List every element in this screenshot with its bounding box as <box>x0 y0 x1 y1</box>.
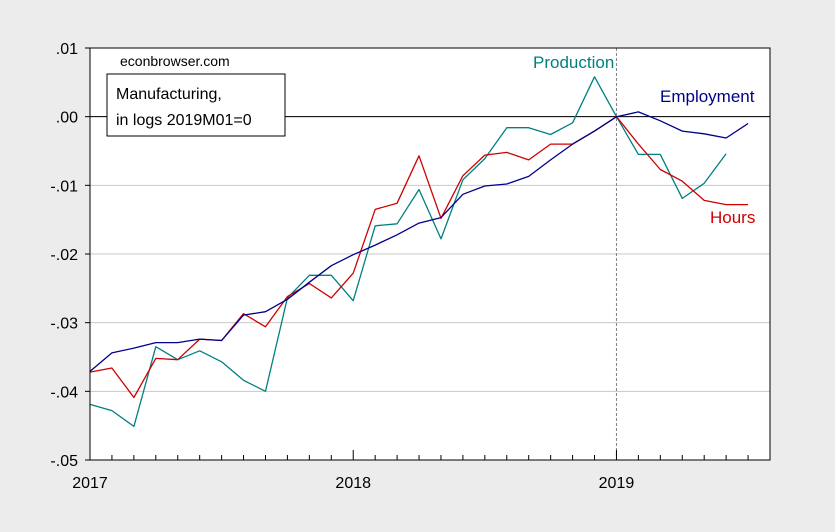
chart: .01.00-.01-.02-.03-.04-.05 2017 2018 2019 … <box>0 0 835 532</box>
x-axis: 2017 2018 2019 <box>72 475 634 492</box>
x-tick-label: 2017 <box>72 475 108 492</box>
note-line-2: in logs 2019M01=0 <box>116 112 252 129</box>
note-line-1: Manufacturing, <box>116 86 222 103</box>
series-label-production: Production <box>533 53 614 72</box>
y-tick-label: -.04 <box>50 384 78 401</box>
watermark: econbrowser.com <box>120 53 230 69</box>
y-tick-label: .01 <box>56 41 78 58</box>
y-tick-label: -.03 <box>50 316 78 333</box>
y-tick-label: -.02 <box>50 247 78 264</box>
y-tick-label: -.01 <box>50 178 78 195</box>
y-axis: .01 .00 -.01 -.02 -.03 -.04 -.05 <box>50 41 90 470</box>
x-tick-label: 2018 <box>335 475 371 492</box>
series-label-employment: Employment <box>660 87 755 106</box>
series-label-hours: Hours <box>710 208 755 227</box>
x-tick-label: 2019 <box>599 475 635 492</box>
y-tick-label: -.05 <box>50 453 78 470</box>
y-tick-label: .00 <box>56 110 78 127</box>
note-box: Manufacturing, in logs 2019M01=0 <box>107 74 285 136</box>
